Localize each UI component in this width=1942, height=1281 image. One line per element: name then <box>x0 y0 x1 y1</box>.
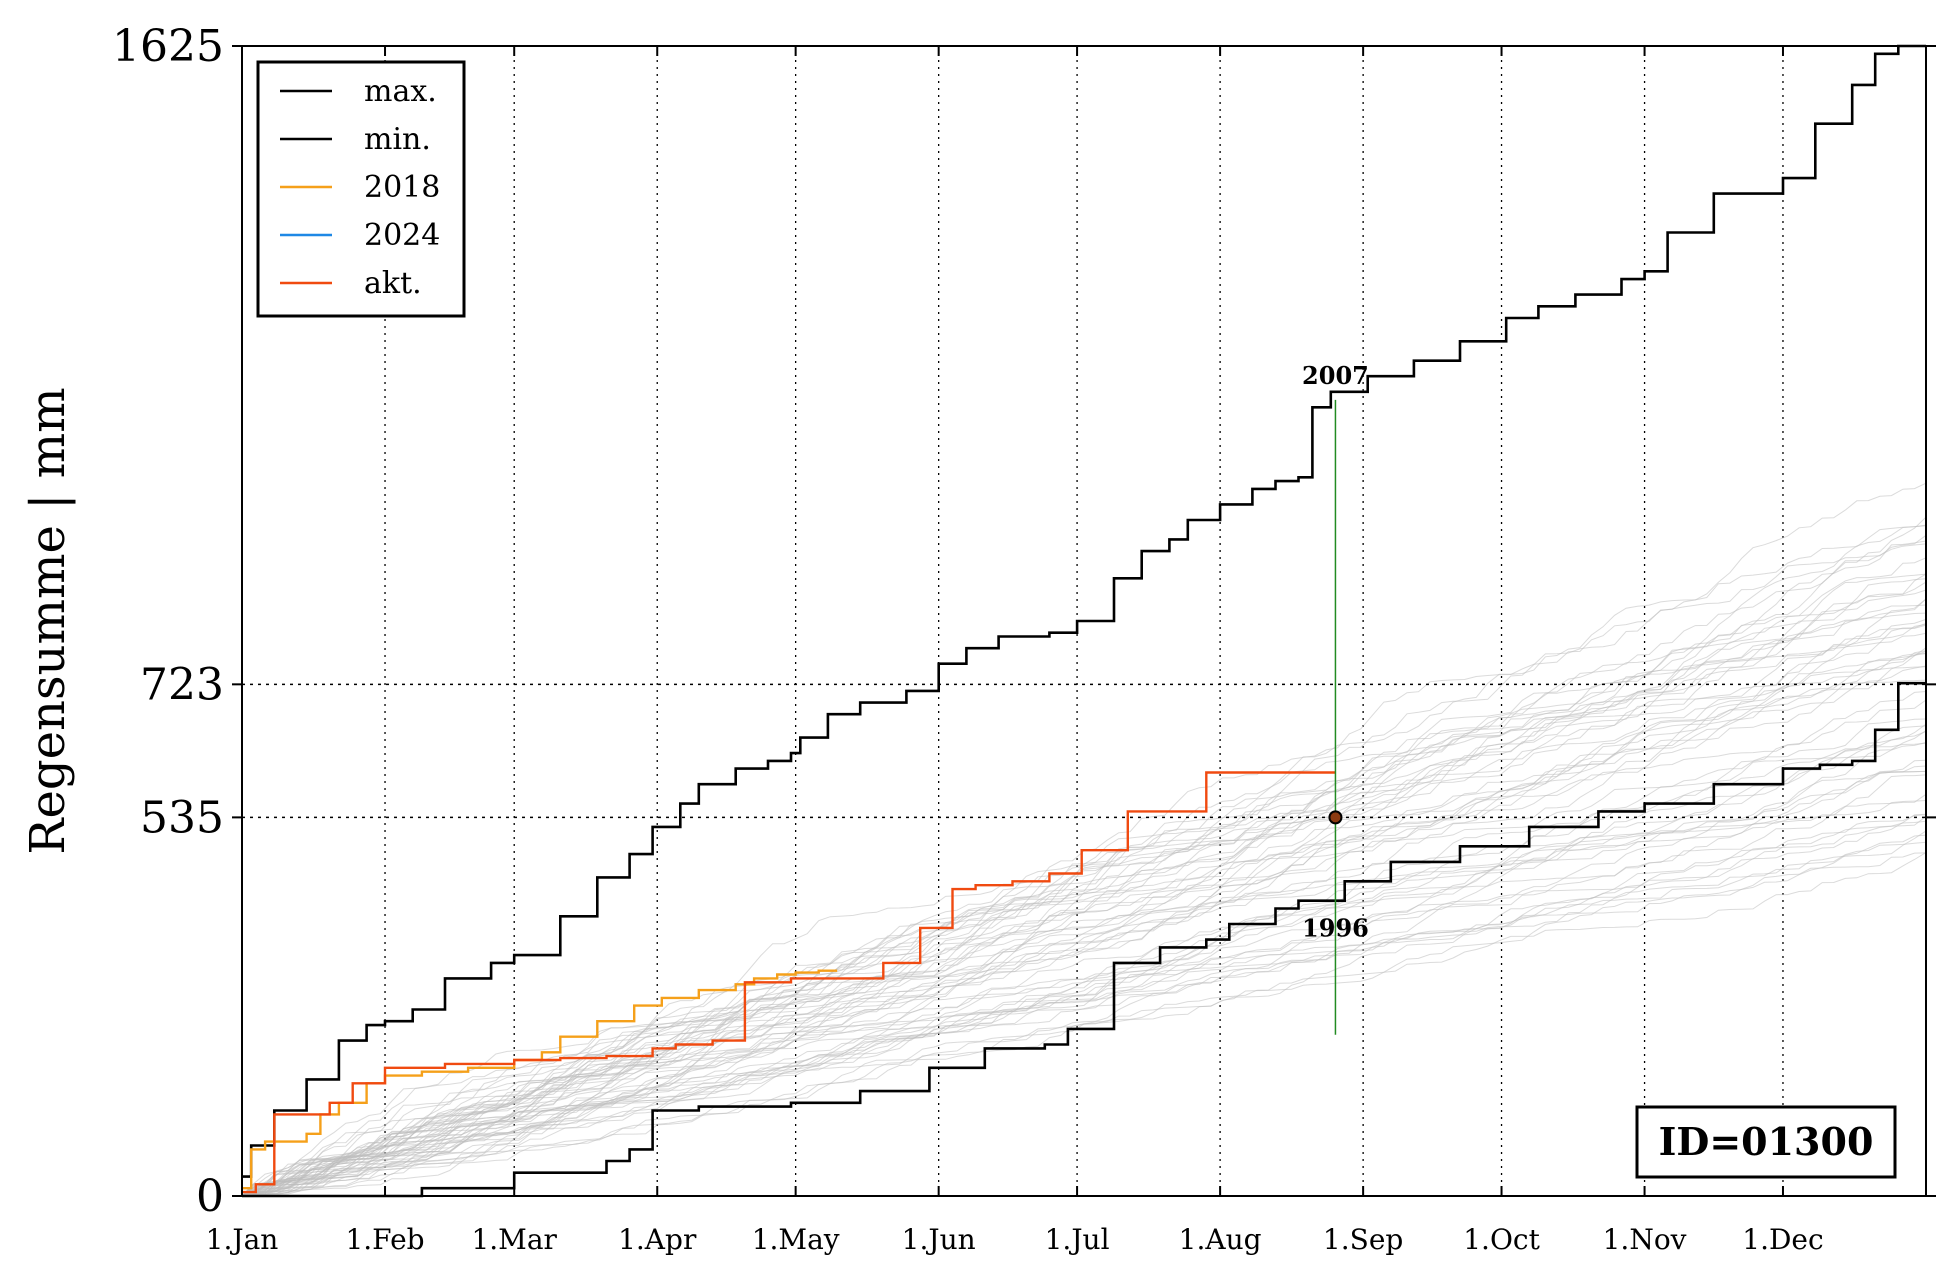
background-year-line <box>241 612 1927 1197</box>
background-year-line <box>241 793 1927 1197</box>
station-id-frame <box>1635 1105 1897 1179</box>
x-tick-label: 1.Jul <box>1045 1223 1110 1256</box>
series-lines <box>242 44 1926 1198</box>
x-tick-label: 1.Jan <box>206 1223 279 1256</box>
x-tick-label: 1.Feb <box>345 1223 424 1256</box>
background-year-line <box>241 814 1927 1197</box>
background-year-line <box>241 665 1927 1197</box>
background-year-line <box>241 653 1927 1197</box>
current-value-marker <box>1328 810 1343 825</box>
y-tick-label: 1625 <box>112 21 224 72</box>
background-year-line <box>241 816 1927 1197</box>
background-years <box>241 482 1927 1197</box>
background-year-line <box>241 578 1927 1197</box>
x-axis-ticks: 1.Jan 1.Feb 1.Mar 1.Apr 1.May 1.Jun 1.Jul 1.Aug… <box>206 46 1824 1256</box>
year-annotation: 1996 <box>1302 913 1369 942</box>
background-year-line <box>241 765 1927 1197</box>
y-axis-ticks: 0 535 723 1625 <box>112 21 1936 1222</box>
background-year-line <box>241 632 1927 1197</box>
x-tick-label: 1.Aug <box>1179 1223 1262 1256</box>
series-line-akt <box>242 771 1336 1194</box>
background-year-line <box>241 623 1927 1197</box>
background-year-line <box>241 604 1927 1197</box>
overlay-marks: 2007 1996 <box>1302 361 1369 1035</box>
station-id-label: ID=01300 <box>1659 1119 1874 1164</box>
y-tick-label: 723 <box>140 659 224 710</box>
year-annotation: 2007 <box>1302 361 1369 390</box>
x-tick-label: 1.Sep <box>1323 1223 1403 1256</box>
series-line-min <box>242 681 1926 1198</box>
background-year-line <box>241 573 1927 1197</box>
x-tick-label: 1.Mar <box>471 1223 557 1256</box>
background-year-line <box>241 770 1927 1197</box>
plot-area-frame <box>241 45 1927 1197</box>
background-year-line <box>241 813 1927 1197</box>
background-year-line <box>241 800 1927 1197</box>
background-year-line <box>241 679 1927 1197</box>
x-tick-label: 1.Jun <box>902 1223 976 1256</box>
background-year-line <box>241 723 1927 1197</box>
legend-label: max. <box>364 74 437 109</box>
background-year-line <box>241 725 1927 1197</box>
legend-label: akt. <box>364 266 422 301</box>
background-year-line <box>241 666 1927 1197</box>
legend-label: 2024 <box>364 218 440 253</box>
y-tick-label: 0 <box>196 1171 224 1222</box>
x-tick-label: 1.Nov <box>1603 1223 1687 1256</box>
x-tick-label: 1.Oct <box>1463 1223 1540 1256</box>
station-id-box: ID=01300 <box>1635 1105 1897 1179</box>
background-year-line <box>241 699 1927 1197</box>
legend-label: min. <box>364 122 431 157</box>
background-year-line <box>241 622 1927 1197</box>
y-axis-label: Regensumme | mm <box>20 387 76 854</box>
x-tick-label: 1.Dec <box>1742 1223 1823 1256</box>
legend-label: 2018 <box>364 170 440 205</box>
series-line-max <box>242 44 1926 1178</box>
y-tick-label: 535 <box>140 792 224 843</box>
background-year-line <box>241 852 1927 1197</box>
background-year-line <box>241 741 1927 1197</box>
reference-lines <box>242 683 1926 819</box>
x-tick-label: 1.Apr <box>618 1223 697 1256</box>
x-tick-label: 1.May <box>752 1223 840 1256</box>
legend-box <box>256 60 466 318</box>
background-year-line <box>241 618 1927 1197</box>
legend: max. min. 2018 2024 akt. <box>256 60 466 318</box>
background-year-line <box>241 771 1926 1197</box>
